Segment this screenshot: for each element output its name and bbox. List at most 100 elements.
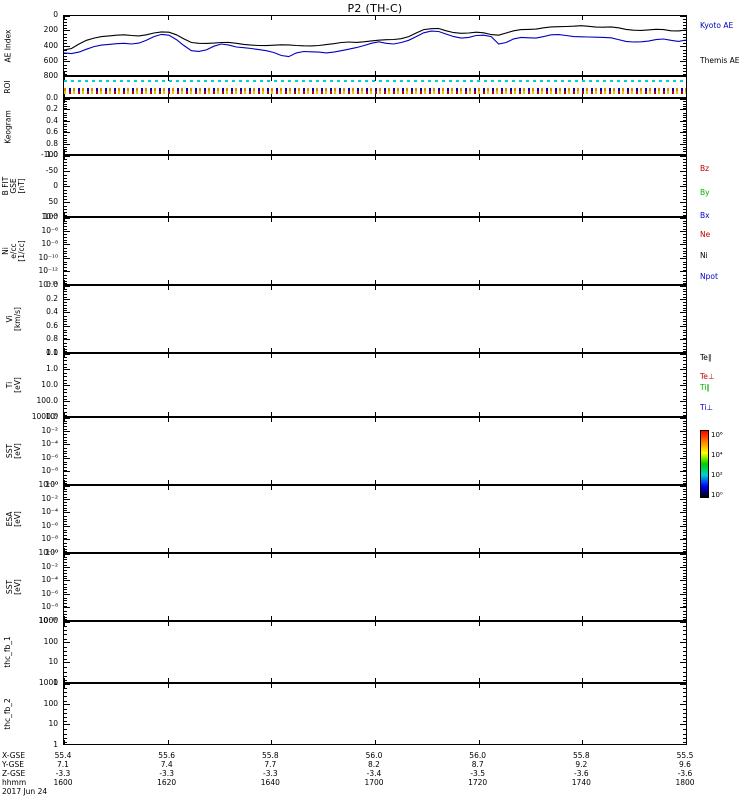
minor-tick (64, 70, 67, 72)
x-tick-mark (686, 150, 687, 154)
minor-tick (64, 461, 67, 463)
minor-tick (64, 305, 67, 307)
tick-mark (680, 298, 686, 300)
series-line-kyoto-ae (64, 30, 686, 58)
x-tick-mark (375, 93, 376, 97)
tick-mark (680, 703, 686, 705)
tick-mark (64, 230, 70, 232)
x-tick-mark (478, 354, 480, 358)
minor-tick (64, 196, 67, 198)
x-tick-mark (686, 740, 687, 744)
x-tick-mark (64, 354, 65, 358)
tick-mark (64, 271, 70, 273)
tick-mark (680, 257, 686, 259)
x-tick-mark (167, 156, 169, 160)
minor-tick (64, 101, 67, 103)
minor-tick (64, 162, 67, 164)
minor-tick (64, 434, 67, 436)
axis-row-label-z-gse: Z-GSE (2, 769, 26, 778)
minor-tick (683, 159, 686, 161)
minor-tick (683, 597, 686, 599)
minor-tick (64, 159, 67, 161)
minor-tick (683, 696, 686, 698)
minor-tick (64, 559, 67, 561)
minor-tick (683, 67, 686, 69)
minor-tick (683, 529, 686, 531)
x-tick-mark (271, 622, 273, 626)
y-tick-label: 100.0 (36, 396, 58, 405)
minor-tick (683, 318, 686, 320)
minor-tick (64, 491, 67, 493)
minor-tick (683, 573, 686, 575)
minor-tick (683, 196, 686, 198)
x-tick-mark (375, 548, 376, 552)
minor-tick (683, 180, 686, 182)
series-line-themis-ae (64, 25, 686, 51)
y-tick-label: 50 (48, 196, 58, 206)
tick-mark (64, 471, 70, 473)
minor-tick (64, 58, 67, 60)
minor-tick (683, 337, 686, 339)
minor-tick (64, 40, 67, 42)
axis-value: -3.5 (470, 769, 485, 778)
minor-tick (683, 518, 686, 520)
minor-tick (64, 253, 67, 255)
minor-tick (683, 392, 686, 394)
x-tick-mark (686, 684, 687, 688)
minor-tick (64, 556, 67, 558)
minor-tick (683, 105, 686, 107)
x-tick-mark (64, 77, 65, 81)
y-tick-label: 10⁰ (45, 480, 58, 489)
minor-tick (64, 488, 67, 490)
x-tick-mark (271, 16, 273, 20)
x-tick-mark (271, 740, 273, 744)
minor-tick (64, 277, 67, 279)
x-tick-mark (375, 280, 376, 284)
y-ticks-ni: 10⁻⁴ 10⁻⁶ 10⁻⁸ 10⁻¹⁰ 10⁻¹² 10⁻¹⁴ (24, 213, 60, 288)
legend-ni: Ni (700, 251, 708, 260)
y-tick-label: 100 (43, 698, 58, 708)
x-tick-mark (582, 480, 584, 484)
minor-tick (683, 592, 686, 594)
tick-mark (64, 286, 70, 287)
minor-tick (64, 180, 67, 182)
x-tick-mark (64, 16, 65, 20)
minor-tick (64, 532, 67, 534)
x-tick-mark (375, 554, 376, 558)
x-tick-mark (64, 99, 65, 103)
y-axis-label-roi: ROI (3, 80, 12, 94)
minor-tick (64, 592, 67, 594)
tick-mark (680, 744, 686, 745)
minor-tick (683, 366, 686, 368)
y-tick-label: 0.0 (46, 93, 58, 102)
x-tick-mark (582, 99, 584, 103)
x-tick-mark (167, 548, 169, 552)
y-tick-label: 10⁻² (41, 561, 58, 571)
minor-tick (64, 589, 67, 591)
minor-tick (64, 712, 67, 714)
minor-tick (683, 277, 686, 279)
minor-tick (683, 442, 686, 444)
minor-tick (683, 19, 686, 21)
ae-index-series-group (64, 25, 686, 58)
tick-mark (64, 620, 70, 621)
minor-tick (683, 600, 686, 602)
legend-bx: Bx (700, 211, 710, 220)
minor-tick (683, 280, 686, 282)
y-tick-label: 100 (43, 212, 58, 221)
minor-tick (683, 253, 686, 255)
minor-tick (64, 630, 67, 632)
minor-tick (683, 70, 686, 72)
y-tick-label: 10⁻¹⁰ (38, 548, 58, 557)
minor-tick (683, 256, 686, 258)
y-axis-label-thc-fb-2: thc_fb_2 (3, 698, 12, 730)
minor-tick (683, 420, 686, 422)
axis-value: 1600 (53, 778, 73, 787)
y-tick-label: 0.4 (46, 307, 58, 317)
colorbar-tick-label: 10⁴ (711, 451, 723, 459)
y-tick-label: 10⁻¹² (38, 266, 58, 276)
minor-tick (64, 153, 67, 155)
minor-tick (64, 611, 67, 613)
x-tick-mark (271, 554, 273, 558)
